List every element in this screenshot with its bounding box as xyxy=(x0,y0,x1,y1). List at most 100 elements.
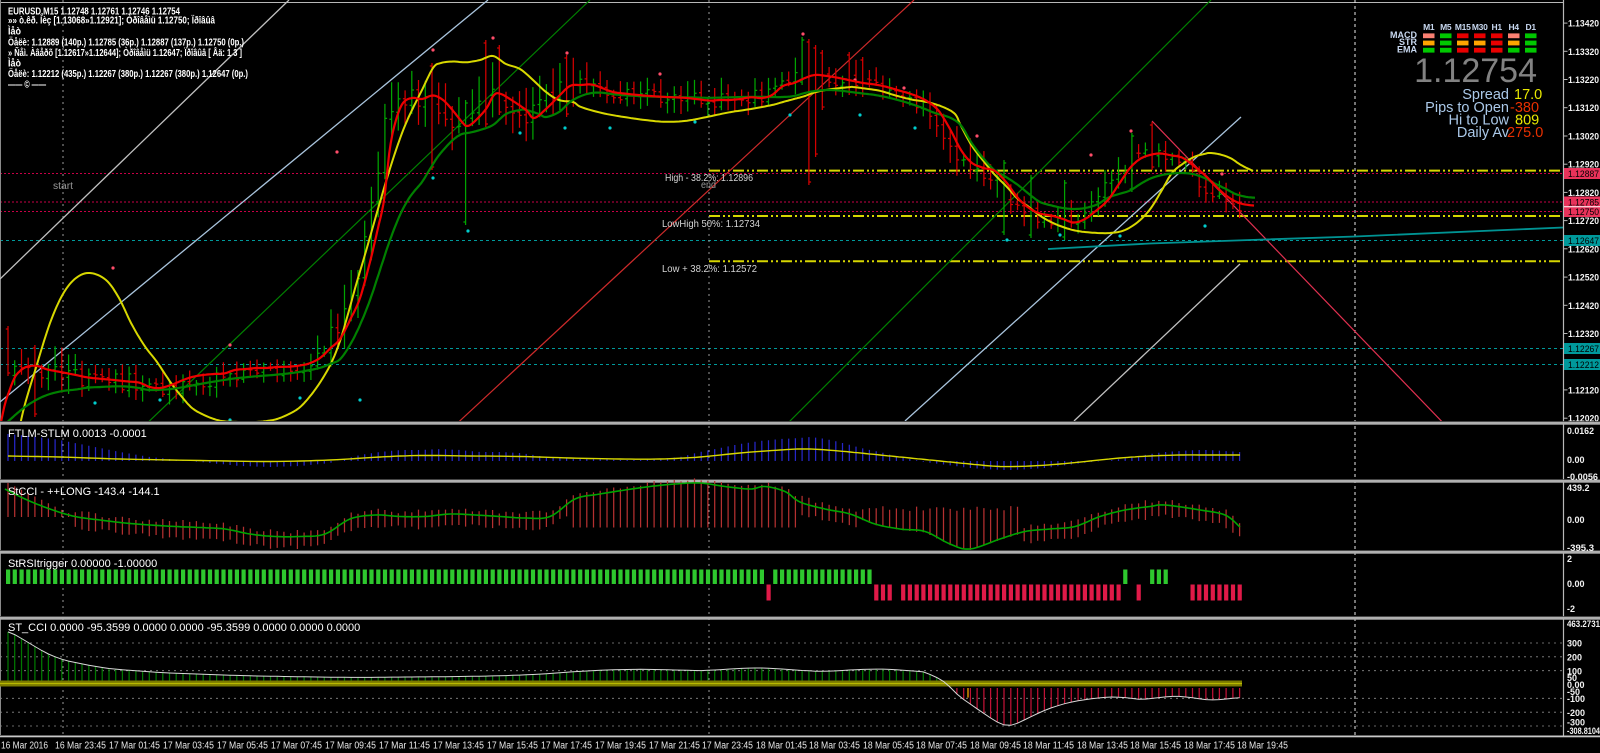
svg-text:High - 38.2%: 1.12896: High - 38.2%: 1.12896 xyxy=(665,172,753,184)
svg-text:M5: M5 xyxy=(1440,22,1452,32)
svg-text:18 Mar 11:45: 18 Mar 11:45 xyxy=(1023,741,1074,752)
svg-text:FTLM-STLM 0.0013 -0.0001: FTLM-STLM 0.0013 -0.0001 xyxy=(8,428,147,440)
svg-text:0.0162: 0.0162 xyxy=(1567,426,1594,436)
svg-text:17 Mar 07:45: 17 Mar 07:45 xyxy=(271,741,322,752)
svg-text:0.00: 0.00 xyxy=(1567,579,1585,589)
svg-text:17 Mar 17:45: 17 Mar 17:45 xyxy=(541,741,592,752)
svg-text:1.12267: 1.12267 xyxy=(1568,344,1599,355)
svg-text:18 Mar 01:45: 18 Mar 01:45 xyxy=(756,741,807,752)
svg-text:-300: -300 xyxy=(1567,718,1585,728)
svg-text:—— © ——: —— © —— xyxy=(8,80,46,91)
svg-text:Daily Av: Daily Av xyxy=(1457,125,1510,141)
svg-text:1.13320: 1.13320 xyxy=(1568,47,1599,58)
svg-text:0.00: 0.00 xyxy=(1567,680,1585,690)
svg-text:-0.0056: -0.0056 xyxy=(1567,472,1598,482)
svg-text:17.0: 17.0 xyxy=(1514,87,1542,103)
svg-text:-308.8104: -308.8104 xyxy=(1567,726,1600,736)
svg-text:17 Mar 05:45: 17 Mar 05:45 xyxy=(217,741,268,752)
svg-text:0.00: 0.00 xyxy=(1567,515,1585,525)
svg-text:2: 2 xyxy=(1567,554,1572,564)
svg-text:LowHigh 50%: 1.12734: LowHigh 50%: 1.12734 xyxy=(662,218,760,230)
svg-text:17 Mar 11:45: 17 Mar 11:45 xyxy=(379,741,430,752)
svg-text:100: 100 xyxy=(1567,666,1582,676)
svg-text:17 Mar 15:45: 17 Mar 15:45 xyxy=(487,741,538,752)
svg-text:»» ò.êð. Ìèç [1.13068»1.12921]: »» ò.êð. Ìèç [1.13068»1.12921]; Òðîâåìü … xyxy=(8,14,215,27)
svg-text:start: start xyxy=(53,181,73,192)
svg-text:1.12120: 1.12120 xyxy=(1568,385,1599,396)
svg-text:17 Mar 03:45: 17 Mar 03:45 xyxy=(163,741,214,752)
svg-text:M30: M30 xyxy=(1472,22,1488,32)
svg-text:18 Mar 19:45: 18 Mar 19:45 xyxy=(1237,741,1288,752)
svg-text:439.2: 439.2 xyxy=(1567,483,1590,493)
svg-text:1.12212: 1.12212 xyxy=(1568,360,1599,371)
svg-text:1.12320: 1.12320 xyxy=(1568,329,1599,340)
svg-text:275.0: 275.0 xyxy=(1507,125,1543,141)
svg-text:1.12620: 1.12620 xyxy=(1568,244,1599,255)
svg-text:D1: D1 xyxy=(1526,22,1537,32)
svg-text:STR: STR xyxy=(1399,37,1418,47)
svg-text:Öåëè: 1.12212 (435p.) 1.12267: Öåëè: 1.12212 (435p.) 1.12267 (380p.) 1.… xyxy=(8,67,248,80)
svg-text:16 Mar 23:45: 16 Mar 23:45 xyxy=(55,741,106,752)
svg-text:-100: -100 xyxy=(1567,694,1585,704)
svg-text:18 Mar 17:45: 18 Mar 17:45 xyxy=(1184,741,1235,752)
svg-text:1.12785: 1.12785 xyxy=(1568,198,1599,209)
svg-text:EMA: EMA xyxy=(1397,44,1418,54)
svg-text:-50: -50 xyxy=(1567,687,1580,697)
svg-text:17 Mar 21:45: 17 Mar 21:45 xyxy=(649,741,700,752)
svg-text:-2: -2 xyxy=(1567,604,1575,614)
svg-text:Ìåò: Ìåò xyxy=(7,25,21,38)
svg-text:0.00: 0.00 xyxy=(1567,455,1585,465)
svg-text:17 Mar 23:45: 17 Mar 23:45 xyxy=(702,741,753,752)
svg-text:1.12820: 1.12820 xyxy=(1568,188,1599,199)
svg-text:Ìåò: Ìåò xyxy=(7,57,21,70)
svg-text:H1: H1 xyxy=(1492,22,1503,32)
svg-text:18 Mar 09:45: 18 Mar 09:45 xyxy=(970,741,1021,752)
svg-text:300: 300 xyxy=(1567,639,1582,649)
svg-text:17 Mar 19:45: 17 Mar 19:45 xyxy=(595,741,646,752)
svg-text:1.12920: 1.12920 xyxy=(1568,160,1599,171)
svg-text:-395.3: -395.3 xyxy=(1567,543,1594,553)
svg-text:1.13220: 1.13220 xyxy=(1568,75,1599,86)
svg-text:MACD: MACD xyxy=(1390,30,1417,40)
svg-text:16 Mar 2016: 16 Mar 2016 xyxy=(1,741,48,752)
svg-text:1.12750: 1.12750 xyxy=(1568,207,1599,218)
svg-text:1.12754: 1.12754 xyxy=(1414,52,1537,90)
svg-text:1.13020: 1.13020 xyxy=(1568,132,1599,143)
svg-text:EURUSD,M15 1.12748 1.12761 1.: EURUSD,M15 1.12748 1.12761 1.12746 1.127… xyxy=(8,7,180,18)
svg-text:18 Mar 07:45: 18 Mar 07:45 xyxy=(916,741,967,752)
svg-text:StCCI - ++LONG -143.4 -144.1: StCCI - ++LONG -143.4 -144.1 xyxy=(8,486,160,498)
svg-text:end: end xyxy=(701,180,716,191)
svg-text:M1: M1 xyxy=(1423,22,1435,32)
svg-text:StRSItrigger 0.00000 -1.00000: StRSItrigger 0.00000 -1.00000 xyxy=(8,558,157,570)
svg-text:18 Mar 03:45: 18 Mar 03:45 xyxy=(809,741,860,752)
svg-text:Öåëè: 1.12889 (140p.) 1.12785: Öåëè: 1.12889 (140p.) 1.12785 (36p.) 1.1… xyxy=(8,36,244,49)
svg-text:» Ñåì. Àâåðõ [1.12617»1.12644]: » Ñåì. Àâåðõ [1.12617»1.12644]; Òðîâåìü … xyxy=(8,46,242,59)
svg-text:Hi to Low: Hi to Low xyxy=(1449,113,1510,129)
svg-text:1.12020: 1.12020 xyxy=(1568,414,1599,425)
svg-text:1.12720: 1.12720 xyxy=(1568,216,1599,227)
svg-text:1.12647: 1.12647 xyxy=(1568,236,1599,247)
svg-text:18 Mar 13:45: 18 Mar 13:45 xyxy=(1077,741,1128,752)
svg-text:1.12420: 1.12420 xyxy=(1568,301,1599,312)
svg-text:M15: M15 xyxy=(1455,22,1471,32)
svg-text:18 Mar 05:45: 18 Mar 05:45 xyxy=(863,741,914,752)
svg-text:-380: -380 xyxy=(1510,100,1539,116)
svg-text:17 Mar 09:45: 17 Mar 09:45 xyxy=(325,741,376,752)
svg-text:17 Mar 01:45: 17 Mar 01:45 xyxy=(109,741,160,752)
svg-text:18 Mar 15:45: 18 Mar 15:45 xyxy=(1130,741,1181,752)
svg-text:Low + 38.2%: 1.12572: Low + 38.2%: 1.12572 xyxy=(662,263,757,275)
svg-text:1.12520: 1.12520 xyxy=(1568,273,1599,284)
svg-text:H4: H4 xyxy=(1509,22,1520,32)
svg-text:50: 50 xyxy=(1567,673,1577,683)
svg-text:1.13120: 1.13120 xyxy=(1568,103,1599,114)
svg-text:1.13420: 1.13420 xyxy=(1568,19,1599,30)
svg-text:Pips to Open: Pips to Open xyxy=(1425,100,1509,116)
svg-text:200: 200 xyxy=(1567,652,1582,662)
svg-text:ST_CCI 0.0000 -95.3599 0.0000: ST_CCI 0.0000 -95.3599 0.0000 0.0000 -95… xyxy=(8,622,360,634)
svg-text:-200: -200 xyxy=(1567,708,1585,718)
svg-text:1.12887: 1.12887 xyxy=(1568,169,1599,180)
svg-text:Spread: Spread xyxy=(1462,87,1509,103)
svg-text:809: 809 xyxy=(1515,113,1539,129)
svg-text:17 Mar 13:45: 17 Mar 13:45 xyxy=(433,741,484,752)
svg-text:463.2731: 463.2731 xyxy=(1567,619,1600,629)
